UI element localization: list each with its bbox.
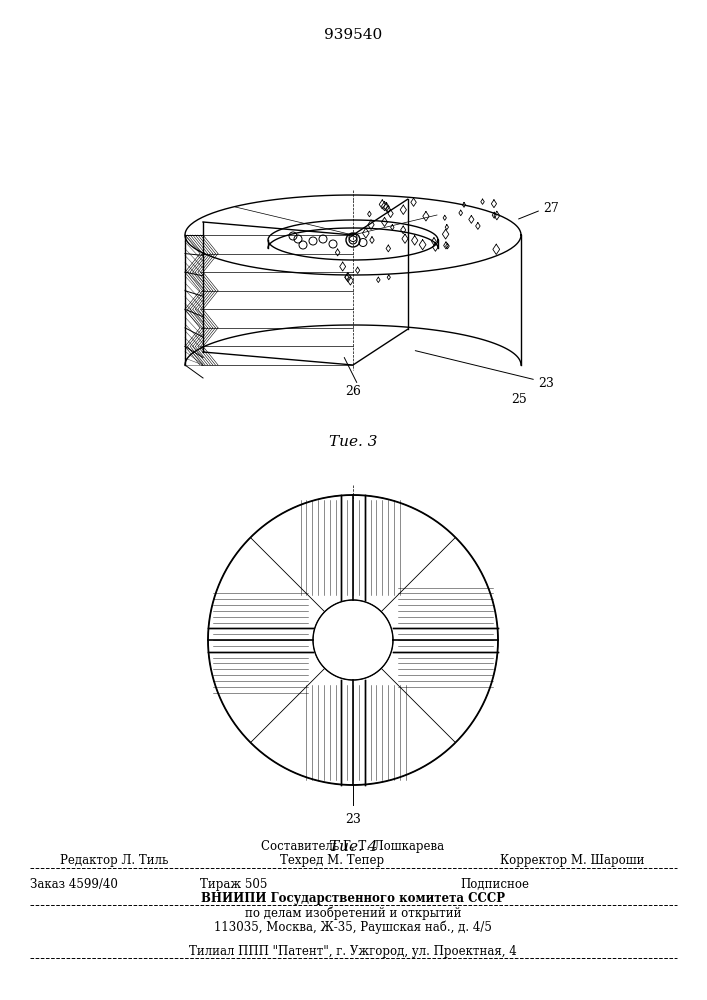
- Text: Редактор Л. Τиль: Редактор Л. Τиль: [60, 854, 168, 867]
- Text: Корректор М. Шароши: Корректор М. Шароши: [500, 854, 645, 867]
- Polygon shape: [381, 537, 498, 743]
- Polygon shape: [250, 668, 455, 785]
- Text: Подписное: Подписное: [460, 878, 529, 891]
- Text: 25: 25: [511, 393, 527, 406]
- Text: Τие. 3: Τие. 3: [329, 435, 378, 449]
- Text: 23: 23: [538, 377, 554, 390]
- Text: Τие. 4: Τие. 4: [329, 840, 378, 854]
- Text: Составитель Г. Τ. Лошкарева: Составитель Г. Τ. Лошкарева: [262, 840, 445, 853]
- Text: Техред М. Тепер: Техред М. Тепер: [280, 854, 384, 867]
- Text: Τилиал ППП "Патент", г. Ужгород, ул. Проектная, 4: Τилиал ППП "Патент", г. Ужгород, ул. Про…: [189, 945, 517, 958]
- Polygon shape: [250, 495, 455, 612]
- Polygon shape: [208, 537, 325, 743]
- Text: 113035, Москва, Ж-35, Раушская наб., д. 4/5: 113035, Москва, Ж-35, Раушская наб., д. …: [214, 920, 492, 934]
- Text: 939540: 939540: [324, 28, 382, 42]
- Text: ВНИИПИ Государственного комитета СССР: ВНИИПИ Государственного комитета СССР: [201, 892, 505, 905]
- Text: 27: 27: [543, 202, 559, 215]
- Text: 23: 23: [345, 813, 361, 826]
- Text: Тираж 505: Тираж 505: [200, 878, 267, 891]
- Text: Заказ 4599/40: Заказ 4599/40: [30, 878, 118, 891]
- Text: 26: 26: [345, 385, 361, 398]
- Text: по делам изобретений и открытий: по делам изобретений и открытий: [245, 906, 461, 920]
